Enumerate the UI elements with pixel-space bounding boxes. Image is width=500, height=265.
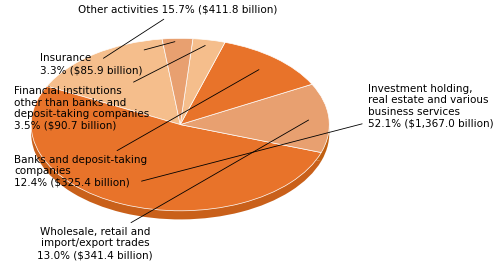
Wedge shape xyxy=(180,93,330,161)
Text: Investment holding,
real estate and various
business services
52.1% ($1,367.0 bi: Investment holding, real estate and vari… xyxy=(142,84,493,181)
Wedge shape xyxy=(180,42,312,125)
Wedge shape xyxy=(31,95,321,219)
Wedge shape xyxy=(180,47,225,133)
Wedge shape xyxy=(31,86,321,211)
Text: Insurance
3.3% ($85.9 billion): Insurance 3.3% ($85.9 billion) xyxy=(40,42,175,75)
Text: Wholesale, retail and
import/export trades
13.0% ($341.4 billion): Wholesale, retail and import/export trad… xyxy=(38,120,308,260)
Wedge shape xyxy=(180,84,330,153)
Wedge shape xyxy=(162,47,193,133)
Text: Other activities 15.7% ($411.8 billion): Other activities 15.7% ($411.8 billion) xyxy=(78,5,278,58)
Wedge shape xyxy=(47,48,180,133)
Wedge shape xyxy=(180,39,225,125)
Text: Banks and deposit-taking
companies
12.4% ($325.4 billion): Banks and deposit-taking companies 12.4%… xyxy=(14,70,259,188)
Wedge shape xyxy=(162,38,193,125)
Wedge shape xyxy=(47,39,180,125)
Wedge shape xyxy=(180,51,312,133)
Text: Financial institutions
other than banks and
deposit-taking companies
3.5% ($90.7: Financial institutions other than banks … xyxy=(14,46,205,131)
